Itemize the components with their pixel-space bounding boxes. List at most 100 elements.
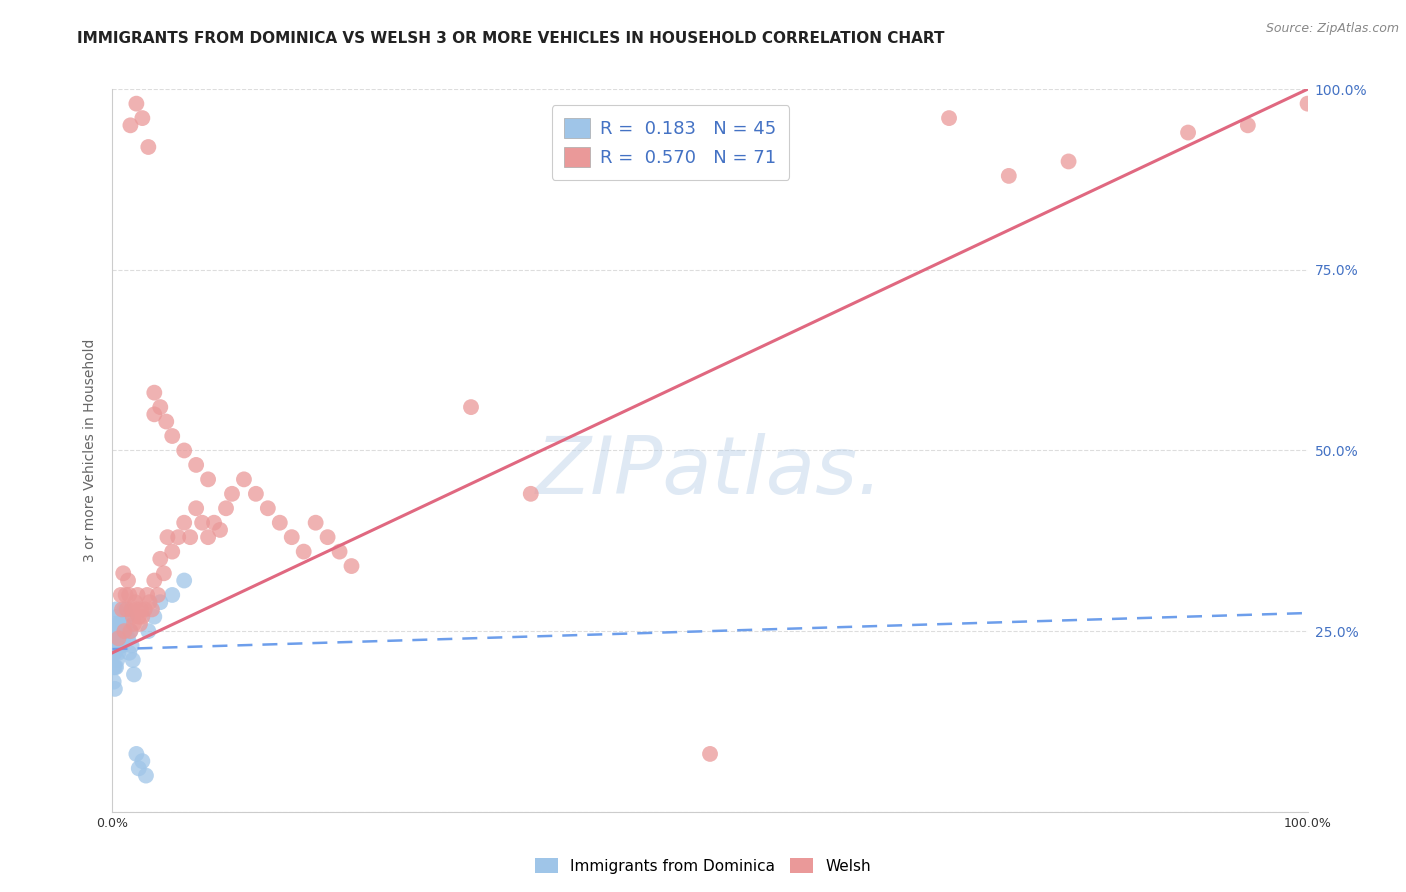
Point (105, 653, 128, 667)
Point (107, 616, 129, 631)
Point (114, 624, 135, 639)
Point (257, 501, 280, 516)
Point (114, 616, 135, 631)
Legend: Immigrants from Dominica, Welsh: Immigrants from Dominica, Welsh (529, 852, 877, 880)
Point (146, 588, 169, 602)
Point (162, 544, 183, 558)
Point (191, 516, 214, 530)
Point (269, 516, 291, 530)
Point (1237, 119, 1260, 133)
Point (122, 616, 145, 631)
Point (110, 588, 132, 602)
Point (112, 566, 135, 581)
Point (121, 602, 143, 616)
Point (129, 602, 152, 616)
Point (107, 632, 129, 646)
Point (105, 660, 128, 674)
Point (108, 624, 131, 639)
Point (128, 761, 150, 775)
Text: ZIPatlas.: ZIPatlas. (536, 434, 884, 511)
Point (153, 566, 176, 581)
Point (131, 609, 153, 624)
Point (115, 602, 138, 616)
Point (143, 385, 166, 400)
Point (292, 544, 315, 558)
Point (173, 516, 195, 530)
Point (111, 602, 134, 616)
Point (107, 646, 129, 660)
Point (127, 588, 149, 602)
Point (120, 624, 142, 639)
Point (114, 624, 136, 639)
Point (105, 602, 128, 616)
Point (124, 595, 146, 609)
Point (233, 472, 256, 486)
Point (108, 639, 131, 653)
Point (156, 530, 179, 544)
Point (121, 639, 143, 653)
Point (143, 407, 166, 421)
Point (131, 111, 153, 125)
Point (1296, 96, 1319, 111)
Point (114, 602, 135, 616)
Point (155, 415, 177, 429)
Point (245, 487, 267, 501)
Point (143, 574, 166, 588)
Point (162, 429, 183, 443)
Point (114, 588, 136, 602)
Point (520, 487, 543, 501)
Point (117, 632, 139, 646)
Point (115, 609, 138, 624)
Point (104, 616, 127, 631)
Point (305, 516, 328, 530)
Point (117, 574, 139, 588)
Point (105, 632, 128, 646)
Point (998, 169, 1021, 183)
Point (138, 140, 160, 154)
Point (105, 609, 128, 624)
Text: Source: ZipAtlas.com: Source: ZipAtlas.com (1265, 22, 1399, 36)
Point (110, 632, 132, 646)
Point (110, 616, 132, 631)
Point (149, 551, 172, 566)
Point (105, 624, 128, 639)
Point (104, 646, 127, 660)
Point (103, 632, 125, 646)
Point (111, 624, 134, 639)
Point (103, 646, 125, 660)
Point (103, 660, 125, 674)
Point (136, 588, 159, 602)
Text: IMMIGRANTS FROM DOMINICA VS WELSH 3 OR MORE VEHICLES IN HOUSEHOLD CORRELATION CH: IMMIGRANTS FROM DOMINICA VS WELSH 3 OR M… (77, 31, 945, 46)
Point (167, 530, 190, 544)
Y-axis label: 3 or more Vehicles in Household: 3 or more Vehicles in Household (83, 339, 97, 562)
Point (121, 609, 143, 624)
Point (129, 616, 152, 631)
Point (329, 544, 352, 558)
Point (209, 523, 232, 537)
Point (316, 530, 339, 544)
Point (173, 574, 195, 588)
Point (221, 487, 243, 501)
Point (107, 632, 129, 646)
Point (162, 588, 183, 602)
Point (138, 624, 160, 639)
Point (141, 602, 163, 616)
Point (125, 96, 148, 111)
Point (118, 588, 141, 602)
Point (281, 530, 304, 544)
Point (120, 624, 142, 639)
Legend: R =  0.183   N = 45, R =  0.570   N = 71: R = 0.183 N = 45, R = 0.570 N = 71 (551, 105, 789, 179)
Point (131, 754, 153, 768)
Point (340, 559, 363, 574)
Point (202, 516, 225, 530)
Point (1057, 154, 1080, 169)
Point (104, 681, 127, 696)
Point (105, 639, 128, 653)
Point (120, 119, 142, 133)
Point (699, 747, 721, 761)
Point (186, 458, 208, 472)
Point (103, 674, 125, 689)
Point (128, 609, 150, 624)
Point (122, 667, 145, 681)
Point (149, 595, 172, 609)
